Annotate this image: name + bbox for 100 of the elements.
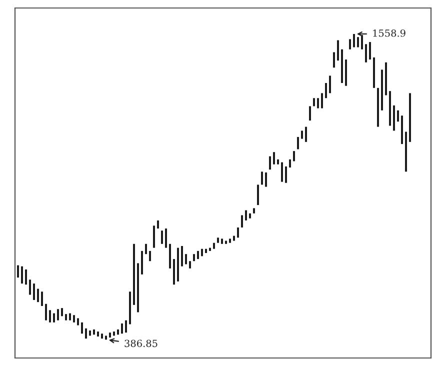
candlestick — [257, 184, 259, 206]
candlestick — [321, 93, 323, 108]
candlestick — [117, 329, 119, 335]
candlestick — [209, 248, 211, 251]
candlestick — [69, 313, 71, 320]
text: 386.85 — [124, 340, 158, 348]
candlestick — [165, 228, 167, 248]
candlestick — [237, 227, 239, 238]
candlestick — [293, 151, 295, 162]
candlestick — [409, 93, 411, 142]
candlestick — [337, 40, 339, 61]
candlestick — [133, 244, 135, 305]
candlestick — [73, 315, 75, 322]
candlestick — [225, 240, 227, 244]
candlestick — [377, 88, 379, 127]
candlestick — [325, 82, 327, 98]
candlestick — [261, 172, 263, 185]
candlestick — [93, 329, 95, 335]
candlestick — [373, 57, 375, 88]
candlestick — [229, 238, 231, 243]
candlestick — [189, 261, 191, 268]
candlestick — [21, 266, 23, 284]
candlestick — [217, 238, 219, 243]
candlestick — [113, 332, 115, 336]
candlestick — [149, 250, 151, 262]
candlestick — [309, 106, 311, 121]
candlestick — [401, 116, 403, 144]
candlestick — [305, 126, 307, 142]
candlestick — [221, 238, 223, 244]
candlestick — [249, 213, 251, 218]
candlestick — [65, 314, 67, 320]
candlestick — [333, 52, 335, 68]
candlestick — [173, 259, 175, 285]
candlestick — [53, 313, 55, 322]
candlestick — [213, 242, 215, 249]
candlestick — [169, 244, 171, 268]
candlestick — [129, 292, 131, 324]
candlestick — [273, 152, 275, 164]
candlestick — [137, 263, 139, 312]
candlestick — [369, 42, 371, 60]
candlestick — [89, 330, 91, 336]
candlestick — [277, 159, 279, 164]
candlestick — [109, 332, 111, 338]
candlestick — [197, 250, 199, 260]
candlestick — [341, 49, 343, 83]
annotation: 1558.9 — [373, 29, 406, 37]
candlestick — [285, 166, 287, 183]
candlestick — [25, 269, 27, 285]
candlestick — [193, 254, 195, 262]
candlestick — [85, 328, 87, 339]
candlestick — [145, 244, 147, 254]
candlestick — [177, 248, 179, 282]
candlestick — [41, 292, 43, 306]
candlestick — [185, 254, 187, 264]
candlestick — [245, 210, 247, 220]
candlestick — [121, 323, 123, 334]
candlestick — [205, 248, 207, 254]
candlestick — [385, 62, 387, 96]
candlestick — [313, 98, 315, 106]
candlestick — [265, 172, 267, 187]
candlestick — [157, 220, 159, 229]
candlestick — [161, 230, 163, 244]
candlestick — [289, 159, 291, 168]
candlestick — [37, 288, 39, 302]
candlestick — [45, 304, 47, 320]
candlestick — [393, 105, 395, 131]
candlestick — [365, 44, 367, 62]
candlestick — [381, 70, 383, 110]
candlestick — [17, 265, 19, 278]
candlestick — [397, 110, 399, 122]
candlestick — [269, 156, 271, 170]
candlestick — [201, 248, 203, 256]
candlestick — [125, 320, 127, 333]
candlestick — [329, 76, 331, 94]
candlestick — [301, 130, 303, 139]
candlestick — [353, 34, 355, 48]
candlestick — [349, 39, 351, 50]
candlestick — [49, 310, 51, 322]
candlestick — [57, 309, 59, 320]
candlestick — [101, 334, 103, 339]
candlestick — [81, 322, 83, 334]
candlestick — [241, 215, 243, 228]
candlestick — [105, 336, 107, 340]
candlestick — [281, 162, 283, 182]
candlestick — [345, 60, 347, 86]
candlestick — [29, 280, 31, 295]
candlestick — [97, 332, 99, 336]
candlestick — [389, 91, 391, 126]
candlestick — [405, 132, 407, 172]
candlestick — [357, 37, 359, 48]
candlestick — [61, 308, 63, 316]
candlestick — [233, 236, 235, 241]
candlestick — [181, 246, 183, 266]
candlestick — [317, 98, 319, 108]
candlestick — [77, 318, 79, 326]
candlestick — [33, 284, 35, 300]
candlestick — [361, 35, 363, 50]
candlestick — [153, 226, 155, 248]
candlestick — [297, 136, 299, 150]
candlestick — [253, 208, 255, 214]
